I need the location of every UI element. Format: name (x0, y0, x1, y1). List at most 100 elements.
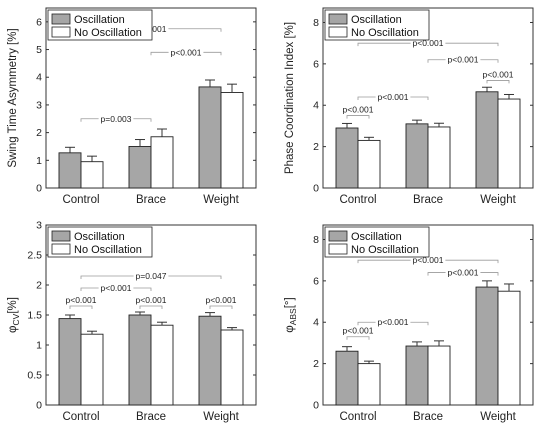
significance-label: p<0.001 (206, 295, 237, 305)
significance-label: p<0.001 (343, 105, 374, 115)
significance-bracket (80, 287, 99, 291)
significance-bracket (410, 96, 429, 100)
significance-label: p<0.001 (101, 283, 132, 293)
significance-bracket (427, 272, 446, 276)
significance-label: p<0.001 (483, 69, 514, 79)
significance-bracket (209, 305, 233, 309)
chart-4: 0 2 4 6 8 Control Brace Weight φABS[°] p<0.001 p<0… (284, 224, 534, 423)
legend-swatch (51, 230, 71, 242)
legend-swatch (328, 26, 348, 38)
bar-oscillation (405, 123, 429, 189)
legend-swatch (328, 243, 348, 255)
bar-oscillation (475, 91, 499, 189)
legend-entry: No Oscillation (74, 244, 142, 256)
y-axis-label-subscript: CV (11, 313, 21, 325)
chart-2: 0 2 4 6 8 Control Brace Weight Phase Coordinatio… (284, 7, 534, 206)
significance-bracket (133, 118, 152, 122)
y-axis-label-subscript: ABS (288, 308, 298, 325)
significance-label: p<0.001 (378, 317, 409, 327)
y-axis-label: φABS[°] (284, 297, 298, 332)
legend-swatch (328, 230, 348, 242)
significance-bracket (80, 118, 99, 122)
x-tick-label: Weight (203, 194, 239, 206)
y-axis-label: Swing Time Asymmetry [%] (7, 28, 19, 167)
x-tick-label: Control (339, 411, 376, 423)
significance-bracket (480, 272, 499, 276)
bar-no-oscillation (497, 290, 521, 406)
legend-swatch (328, 13, 348, 25)
x-tick-label: Weight (203, 411, 239, 423)
bar-no-oscillation (427, 345, 451, 406)
significance-bracket (480, 59, 499, 63)
significance-label: p<0.001 (413, 255, 444, 265)
significance-bracket (139, 305, 163, 309)
bar-oscillation (405, 345, 429, 406)
significance-bracket (486, 80, 510, 84)
bar-no-oscillation (150, 136, 174, 189)
bar-oscillation (198, 315, 222, 406)
significance-bracket (133, 287, 152, 291)
y-axis-label-unit: [%] (7, 297, 19, 314)
significance-bracket (427, 59, 446, 63)
legend-entry: Oscillation (74, 231, 125, 243)
significance-bracket (357, 96, 376, 100)
bar-oscillation (58, 318, 82, 406)
y-tick-label: 5 (36, 44, 42, 56)
x-tick-label: Control (339, 194, 376, 206)
significance-label: p=0.047 (136, 271, 167, 281)
bar-oscillation (58, 152, 82, 189)
legend-entry: Oscillation (351, 14, 402, 26)
bar-oscillation (128, 146, 152, 189)
legend-entry: No Oscillation (351, 244, 419, 256)
y-axis-label-main: Swing Time Asymmetry [%] (7, 28, 19, 167)
significance-label: p<0.001 (171, 47, 202, 57)
y-tick-label: 2 (36, 127, 42, 139)
bar-no-oscillation (427, 126, 451, 189)
bar-no-oscillation (220, 92, 244, 189)
y-tick-label: 3 (36, 220, 42, 232)
significance-bracket (150, 51, 169, 56)
bar-no-oscillation (357, 139, 381, 189)
significance-bracket (357, 259, 411, 264)
significance-label: p<0.001 (343, 326, 374, 336)
y-tick-label: 8 (313, 17, 319, 29)
y-tick-label: 6 (313, 58, 319, 70)
bar-no-oscillation (80, 333, 104, 406)
significance-bracket (410, 321, 429, 326)
x-tick-label: Brace (136, 194, 166, 206)
significance-bracket (445, 42, 499, 47)
significance-bracket (346, 115, 370, 119)
y-tick-label: 2 (36, 280, 42, 292)
y-tick-label: 0 (313, 400, 319, 412)
y-axis-label-unit: [°] (284, 297, 296, 308)
chart-3: 0 0.5 1 1.5 2 2.5 3 Control Brace Weight φCV[%] p<0… (7, 220, 257, 423)
y-axis-label-main: φ (284, 325, 296, 332)
y-tick-label: 2 (313, 141, 319, 153)
legend-entry: Oscillation (351, 231, 402, 243)
significance-bracket (203, 51, 222, 56)
y-axis-label: φCV[%] (7, 297, 21, 333)
y-tick-label: 0.5 (27, 370, 42, 382)
y-tick-label: 3 (36, 99, 42, 111)
bar-oscillation (335, 127, 359, 189)
bar-no-oscillation (220, 329, 244, 406)
bar-no-oscillation (497, 98, 521, 189)
significance-bracket (80, 275, 134, 279)
y-tick-label: 2.5 (27, 250, 42, 262)
y-axis-label-main: φ (7, 325, 19, 332)
chart-1: 0 1 2 3 4 5 6 Control Brace Weight Swing Time Asym… (7, 7, 257, 206)
y-axis-label: Phase Coordination Index [%] (284, 22, 296, 174)
y-tick-label: 1 (36, 340, 42, 352)
y-tick-label: 6 (36, 16, 42, 28)
y-tick-label: 8 (313, 234, 319, 246)
significance-label: p<0.001 (136, 295, 167, 305)
y-tick-label: 4 (313, 100, 319, 112)
bar-oscillation (335, 350, 359, 406)
x-tick-label: Control (62, 411, 99, 423)
legend-entry: No Oscillation (351, 27, 419, 39)
y-tick-label: 4 (313, 317, 319, 329)
